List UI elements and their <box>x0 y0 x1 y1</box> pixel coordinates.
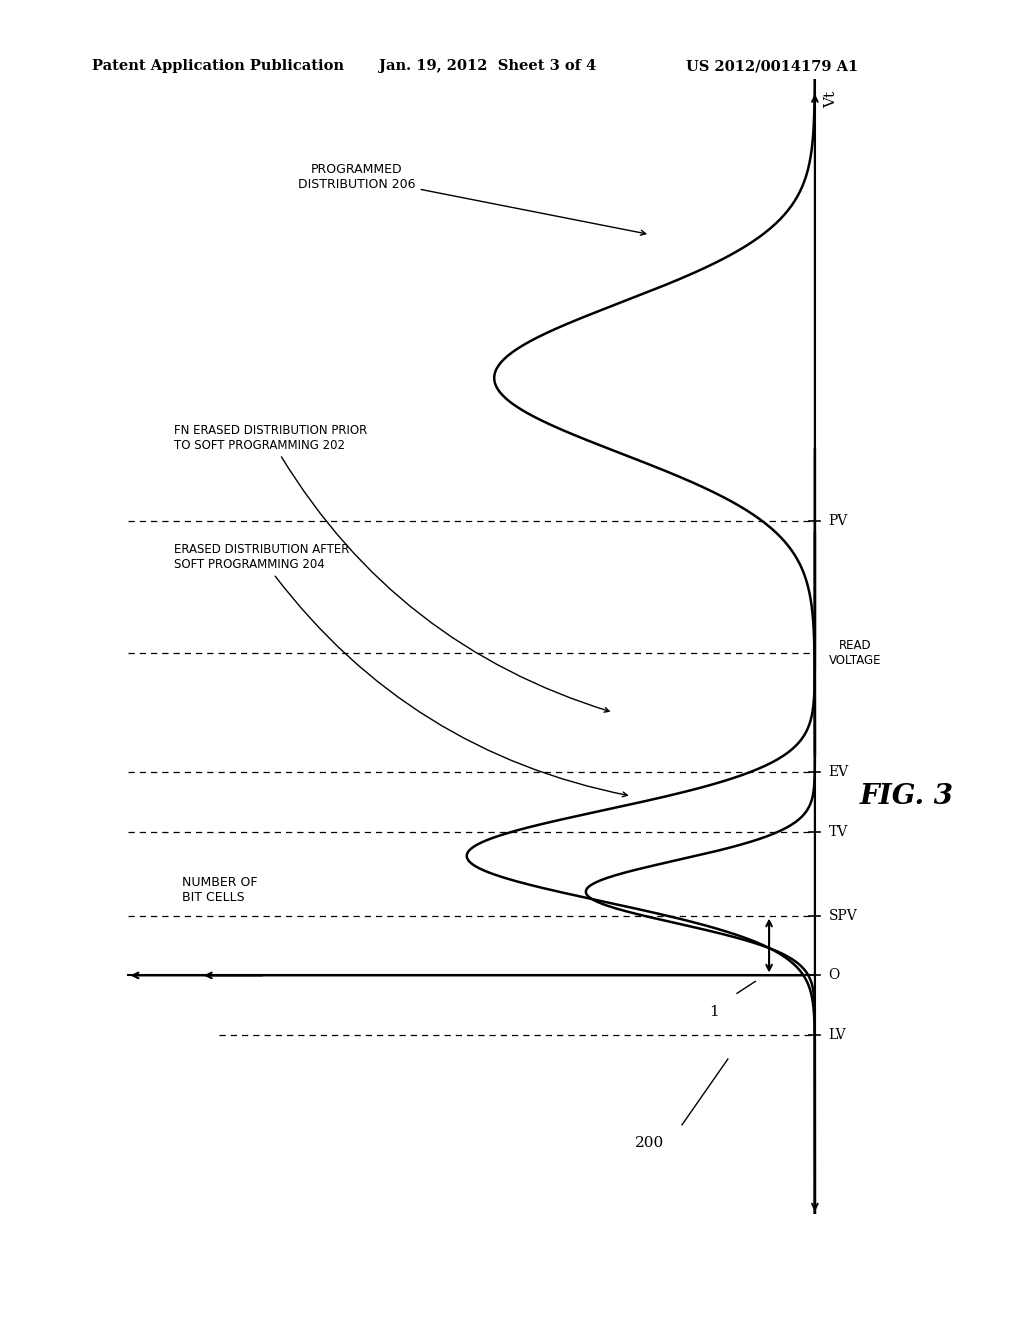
Text: 200: 200 <box>635 1135 665 1150</box>
Text: FN ERASED DISTRIBUTION PRIOR
TO SOFT PROGRAMMING 202: FN ERASED DISTRIBUTION PRIOR TO SOFT PRO… <box>173 424 609 711</box>
Text: Vt: Vt <box>824 91 838 108</box>
Text: 1: 1 <box>710 1006 719 1019</box>
Text: US 2012/0014179 A1: US 2012/0014179 A1 <box>686 59 858 74</box>
Text: PROGRAMMED
DISTRIBUTION 206: PROGRAMMED DISTRIBUTION 206 <box>298 162 646 235</box>
Text: O: O <box>828 969 840 982</box>
Text: LV: LV <box>828 1028 846 1043</box>
Text: Patent Application Publication: Patent Application Publication <box>92 59 344 74</box>
Text: TV: TV <box>828 825 848 840</box>
Text: NUMBER OF
BIT CELLS: NUMBER OF BIT CELLS <box>181 875 257 904</box>
Text: EV: EV <box>828 766 849 779</box>
Text: Jan. 19, 2012  Sheet 3 of 4: Jan. 19, 2012 Sheet 3 of 4 <box>379 59 596 74</box>
Text: ERASED DISTRIBUTION AFTER
SOFT PROGRAMMING 204: ERASED DISTRIBUTION AFTER SOFT PROGRAMMI… <box>173 543 628 797</box>
Text: READ
VOLTAGE: READ VOLTAGE <box>828 639 881 667</box>
Text: FIG. 3: FIG. 3 <box>859 783 953 809</box>
Text: PV: PV <box>828 515 848 528</box>
Text: SPV: SPV <box>828 908 857 923</box>
